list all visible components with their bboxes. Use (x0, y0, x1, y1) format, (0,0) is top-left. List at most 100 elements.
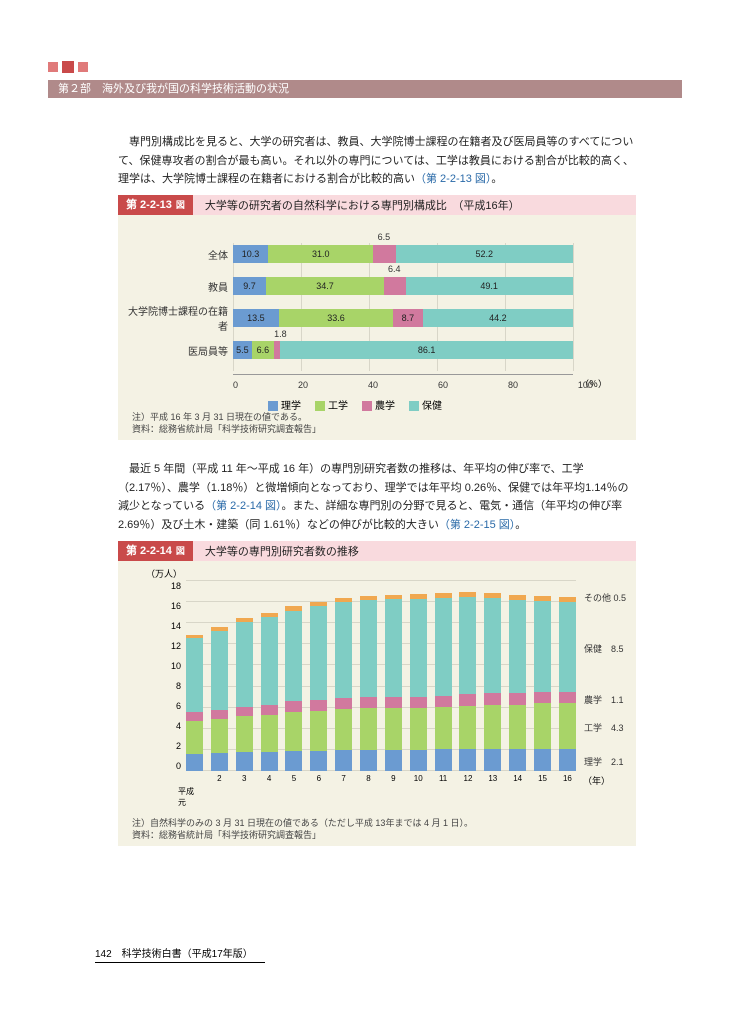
vseg-nogaku (335, 698, 352, 709)
vseg-kogaku (261, 715, 278, 752)
fig-ref-link-2[interactable]: （第 2-2-14 図） (205, 500, 281, 512)
chart-2-xlabels: 2345678910111213141516 (186, 774, 576, 783)
chart-1-bars: 全体10.331.052.26.5教員9.734.749.16.4大学院博士課程… (233, 243, 573, 371)
vseg-nogaku (261, 705, 278, 716)
vseg-rigaku (385, 750, 402, 771)
hbar: 9.734.749.16.4 (233, 277, 573, 295)
vbar (484, 593, 501, 771)
endlabel-rigaku: 理学 2.1 (584, 755, 624, 768)
vseg-hoken (484, 598, 501, 693)
endlabel-hoken: 保健 8.5 (584, 642, 624, 655)
figure-2-title: 大学等の専門別研究者数の推移 (205, 543, 359, 559)
seg-kogaku: 31.0 (268, 245, 373, 263)
vseg-rigaku (435, 749, 452, 771)
callout: 6.4 (388, 264, 401, 274)
vseg-kogaku (459, 706, 476, 749)
vseg-nogaku (459, 694, 476, 706)
vseg-rigaku (534, 749, 551, 771)
seg-kogaku: 6.6 (252, 341, 274, 359)
vbar (285, 606, 302, 771)
callout: 6.5 (378, 232, 391, 242)
endlabel-other: その他 0.5 (584, 591, 626, 604)
chart-1-xaxis (233, 374, 573, 375)
vseg-rigaku (261, 752, 278, 771)
header-ornament (48, 62, 88, 73)
hbar-label: 教員 (128, 279, 228, 294)
hbar: 10.331.052.26.5 (233, 245, 573, 263)
callout: 1.8 (274, 329, 287, 339)
fig-ref-link-3[interactable]: （第 2-2-15 図） (439, 519, 515, 531)
vseg-nogaku (186, 712, 203, 722)
legend-nogaku: 農学 (362, 397, 395, 412)
vseg-kogaku (559, 703, 576, 748)
vseg-nogaku (534, 692, 551, 704)
vseg-nogaku (435, 696, 452, 707)
chart-2-yaxis: 024681012141618 (163, 581, 181, 771)
figure-1-number: 第 2-2-13図 (118, 195, 193, 215)
vseg-kogaku (211, 719, 228, 753)
vseg-hoken (211, 631, 228, 710)
vseg-nogaku (509, 693, 526, 705)
chart-1-xticks: 020406080100 (233, 380, 593, 390)
vseg-rigaku (335, 750, 352, 771)
vseg-hoken (385, 599, 402, 697)
chart-2-yunit: （万人） (146, 567, 182, 580)
chart-2-xunit: （年） (583, 774, 610, 787)
hbar-label: 全体 (128, 247, 228, 262)
seg-nogaku (373, 245, 395, 263)
seg-nogaku (384, 277, 406, 295)
hbar-row: 教員9.734.749.16.4 (233, 275, 573, 297)
vbar (310, 602, 327, 771)
vseg-hoken (285, 611, 302, 702)
vseg-kogaku (509, 705, 526, 749)
vseg-hoken (310, 606, 327, 700)
figure-1-title: 大学等の研究者の自然科学における専門別構成比 （平成16年） (205, 197, 520, 213)
vseg-nogaku (310, 700, 327, 711)
seg-kogaku: 34.7 (266, 277, 384, 295)
vseg-kogaku (285, 712, 302, 751)
chart-1-legend: 理学 工学 農学 保健 (268, 397, 442, 412)
vseg-hoken (360, 600, 377, 697)
chart-1-note: 注）平成 16 年 3 月 31 日現在の値である。 資料：総務省統計局「科学技… (132, 411, 321, 436)
seg-rigaku: 10.3 (233, 245, 268, 263)
vbar (186, 635, 203, 771)
vseg-rigaku (459, 749, 476, 771)
vseg-rigaku (236, 752, 253, 771)
vseg-kogaku (236, 716, 253, 752)
seg-rigaku: 5.5 (233, 341, 252, 359)
vbar (261, 613, 278, 771)
paragraph-1: 専門別構成比を見ると、大学の研究者は、教員、大学院博士課程の在籍者及び医局員等の… (118, 133, 636, 189)
vbar (335, 598, 352, 771)
hbar-row: 大学院博士課程の在籍者13.533.68.744.2 (233, 307, 573, 329)
vseg-rigaku (484, 749, 501, 771)
vseg-rigaku (360, 750, 377, 771)
vbar (236, 618, 253, 771)
figure-2-header: 第 2-2-14図 大学等の専門別研究者数の推移 (118, 541, 636, 561)
vseg-nogaku (360, 697, 377, 708)
vseg-kogaku (435, 707, 452, 749)
figure-1-header: 第 2-2-13図 大学等の研究者の自然科学における専門別構成比 （平成16年） (118, 195, 636, 215)
vseg-rigaku (559, 749, 576, 771)
vseg-hoken (509, 600, 526, 693)
seg-kogaku: 33.6 (279, 309, 393, 327)
vbar (509, 595, 526, 771)
seg-rigaku: 9.7 (233, 277, 266, 295)
endlabel-kogaku: 工学 4.3 (584, 721, 624, 734)
figure-2-number: 第 2-2-14図 (118, 541, 193, 561)
fig-ref-link[interactable]: （第 2-2-13 図） (415, 173, 491, 185)
seg-hoken: 44.2 (423, 309, 573, 327)
vseg-rigaku (509, 749, 526, 771)
hbar: 13.533.68.744.2 (233, 309, 573, 327)
hbar-row: 医局員等5.56.686.11.8 (233, 339, 573, 361)
vseg-kogaku (484, 705, 501, 749)
vseg-rigaku (310, 751, 327, 771)
vseg-hoken (186, 638, 203, 712)
vseg-kogaku (534, 703, 551, 748)
seg-nogaku: 8.7 (393, 309, 423, 327)
chart-2: （万人） 024681012141618 2345678910111213141… (118, 561, 636, 846)
vseg-nogaku (385, 697, 402, 708)
vseg-hoken (236, 622, 253, 706)
section-header: 第２部 海外及び我が国の科学技術活動の状況 (48, 80, 682, 98)
vseg-nogaku (484, 693, 501, 705)
vseg-hoken (335, 602, 352, 698)
